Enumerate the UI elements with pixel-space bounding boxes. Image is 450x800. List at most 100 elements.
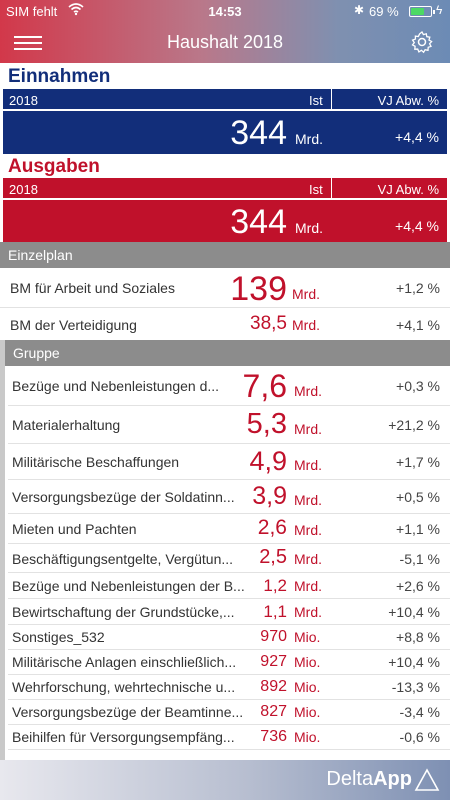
list-item[interactable]: BM der Verteidigung 38,5 Mrd. +4,1 %	[0, 308, 450, 340]
einnahmen-table[interactable]: 2018 Ist VJ Abw. % 344 Mrd. +4,4 %	[2, 88, 448, 155]
row-label: Beschäftigungsentgelte, Vergütun...	[12, 551, 234, 567]
wifi-icon	[68, 2, 84, 19]
row-change: +8,8 %	[396, 629, 440, 645]
einnahmen-value: 344	[230, 114, 287, 152]
row-unit: Mrd.	[294, 604, 322, 620]
row-label: Militärische Anlagen einschließlich...	[12, 654, 237, 670]
row-change: +2,6 %	[396, 578, 440, 594]
row-value: 970	[260, 628, 287, 645]
battery-percent: 69 %	[369, 4, 399, 19]
charging-icon: ϟ	[436, 3, 443, 17]
list-item[interactable]: Wehrforschung, wehrtechnische u... 892 M…	[8, 675, 450, 700]
row-change: +4,1 %	[396, 317, 440, 333]
list-item[interactable]: Materialerhaltung 5,3 Mrd. +21,2 %	[8, 406, 450, 444]
row-unit: Mio.	[294, 629, 321, 645]
row-label: Militärische Beschaffungen	[12, 454, 180, 470]
row-label: Versorgungsbezüge der Beamtinne...	[12, 704, 244, 720]
brand-light: Delta	[326, 768, 374, 790]
hamburger-icon[interactable]	[14, 36, 42, 50]
page-title: Haushalt 2018	[166, 32, 284, 52]
row-label: Beihilfen für Versorgungsempfäng...	[12, 729, 235, 745]
delta-icon	[414, 768, 440, 791]
list-item[interactable]: Beschäftigungsentgelte, Vergütun... 2,5 …	[8, 544, 450, 573]
footer-bar: DeltaApp	[0, 760, 450, 800]
brand-logo: DeltaApp	[326, 768, 412, 791]
row-unit: Mrd.	[294, 421, 322, 437]
row-change: -3,4 %	[399, 704, 440, 720]
row-unit: Mrd.	[294, 492, 322, 508]
gear-icon[interactable]	[410, 30, 434, 54]
einzelplan-header: Einzelplan	[0, 242, 450, 268]
battery-level	[411, 8, 424, 15]
list-item[interactable]: Bezüge und Nebenleistungen der B... 1,2 …	[8, 573, 450, 599]
row-unit: Mrd.	[294, 457, 322, 473]
einnahmen-vj-label: VJ Abw. %	[377, 93, 439, 108]
row-value: 1,1	[263, 602, 287, 621]
row-label: Materialerhaltung	[12, 417, 121, 433]
ausgaben-vj-label: VJ Abw. %	[377, 182, 439, 197]
list-item[interactable]: Militärische Anlagen einschließlich... 9…	[8, 650, 450, 675]
einnahmen-change: +4,4 %	[395, 129, 439, 145]
row-value: 892	[260, 678, 287, 695]
row-label: Bezüge und Nebenleistungen d...	[12, 378, 220, 394]
row-unit: Mio.	[294, 704, 321, 720]
list-item[interactable]: Versorgungsbezüge der Beamtinne... 827 M…	[8, 700, 450, 725]
row-value: 139	[230, 270, 287, 308]
row-value: 3,9	[252, 482, 287, 510]
row-unit: Mrd.	[294, 551, 322, 567]
list-item[interactable]: Versorgungsbezüge der Soldatinn... 3,9 M…	[8, 480, 450, 514]
gruppe-header: Gruppe	[5, 340, 450, 366]
clock: 14:53	[208, 4, 242, 19]
row-unit: Mrd.	[294, 578, 322, 594]
row-value: 38,5	[250, 313, 287, 334]
list-item[interactable]: Beihilfen für Versorgungsempfäng... 736 …	[8, 725, 450, 750]
ausgaben-table[interactable]: 2018 Ist VJ Abw. % 344 Mrd. +4,4 %	[2, 177, 448, 244]
list-item[interactable]: Militärische Beschaffungen 4,9 Mrd. +1,7…	[8, 444, 450, 480]
bluetooth-icon: ✱	[354, 3, 365, 17]
row-change: +10,4 %	[388, 604, 440, 620]
einnahmen-ist-label: Ist	[309, 93, 323, 108]
row-label: BM für Arbeit und Soziales	[10, 280, 175, 296]
row-change: -5,1 %	[399, 551, 440, 567]
einnahmen-year: 2018	[9, 93, 38, 108]
row-value: 827	[260, 703, 287, 720]
row-value: 7,6	[242, 368, 287, 404]
row-change: +0,5 %	[396, 489, 440, 505]
row-value: 2,5	[259, 546, 287, 568]
row-unit: Mio.	[294, 679, 321, 695]
row-value: 1,2	[263, 576, 287, 595]
row-label: Bewirtschaftung der Grundstücke,...	[12, 604, 235, 620]
row-unit: Mrd.	[292, 317, 320, 333]
row-label: Sonstiges_532	[12, 629, 105, 645]
row-change: -13,3 %	[391, 679, 440, 695]
row-change: +1,7 %	[396, 454, 440, 470]
row-unit: Mio.	[294, 654, 321, 670]
row-value: 2,6	[257, 516, 287, 539]
ausgaben-year: 2018	[9, 182, 38, 197]
list-item[interactable]: Bewirtschaftung der Grundstücke,... 1,1 …	[8, 599, 450, 625]
app-header: SIM fehlt 14:53 ✱ 69 % ϟ Haushalt 2018	[0, 0, 450, 63]
row-unit: Mrd.	[294, 522, 322, 538]
row-value: 4,9	[249, 446, 287, 476]
einnahmen-unit: Mrd.	[295, 131, 323, 147]
row-label: Wehrforschung, wehrtechnische u...	[12, 679, 236, 695]
list-item[interactable]: BM für Arbeit und Soziales 139 Mrd. +1,2…	[0, 268, 450, 308]
row-change: -0,6 %	[399, 729, 440, 745]
row-value: 736	[260, 728, 287, 745]
ausgaben-value: 344	[230, 203, 287, 241]
list-item[interactable]: Bezüge und Nebenleistungen d... 7,6 Mrd.…	[8, 366, 450, 406]
row-label: Versorgungsbezüge der Soldatinn...	[12, 489, 235, 505]
row-change: +0,3 %	[396, 378, 440, 394]
list-item[interactable]: Sonstiges_532 970 Mio. +8,8 %	[8, 625, 450, 650]
row-unit: Mrd.	[292, 286, 320, 302]
row-label: Mieten und Pachten	[12, 521, 137, 537]
list-item[interactable]: Mieten und Pachten 2,6 Mrd. +1,1 %	[8, 514, 450, 544]
row-value: 5,3	[246, 408, 287, 440]
row-change: +1,2 %	[396, 280, 440, 296]
brand-bold: App	[373, 768, 412, 790]
row-unit: Mrd.	[294, 383, 322, 399]
ausgaben-unit: Mrd.	[295, 220, 323, 236]
row-change: +21,2 %	[388, 417, 440, 433]
status-bar: SIM fehlt 14:53 ✱ 69 % ϟ	[0, 0, 450, 22]
einnahmen-title: Einnahmen	[8, 66, 111, 87]
